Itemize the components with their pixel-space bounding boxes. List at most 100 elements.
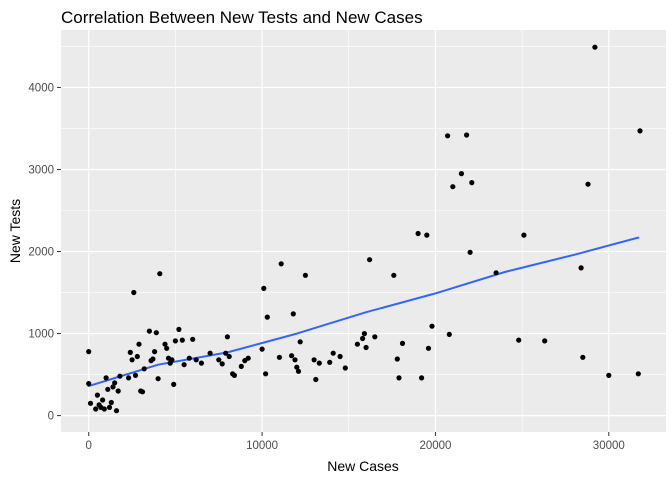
data-point	[86, 381, 92, 387]
data-point	[152, 349, 158, 355]
data-point	[354, 341, 360, 347]
data-point	[367, 257, 373, 263]
data-point	[105, 386, 111, 392]
data-point	[391, 272, 397, 278]
data-point	[289, 353, 295, 359]
x-tick-label: 10000	[246, 440, 278, 452]
data-point	[580, 354, 586, 360]
data-point	[290, 311, 296, 317]
data-point	[193, 357, 199, 363]
trend-line	[87, 236, 640, 388]
x-tick-label: 30000	[593, 440, 625, 452]
data-point	[313, 376, 319, 383]
data-point	[363, 344, 369, 351]
data-point	[372, 334, 378, 340]
data-point	[446, 331, 452, 337]
data-point	[415, 230, 421, 237]
data-point	[261, 285, 267, 291]
data-point	[224, 334, 230, 340]
y-tick-label: 4000	[28, 82, 54, 94]
data-point	[169, 357, 175, 363]
data-point	[162, 341, 168, 347]
data-point	[295, 368, 302, 374]
data-point	[126, 375, 132, 381]
data-point	[103, 375, 109, 381]
data-point	[141, 366, 147, 372]
axes: 0 10000 20000 30000 0 1000 2000 3000 4000	[28, 82, 624, 452]
data-point	[458, 171, 464, 177]
data-point	[179, 337, 185, 343]
data-point	[113, 408, 120, 414]
data-point	[176, 326, 182, 332]
data-point	[171, 381, 177, 387]
data-point	[117, 373, 123, 379]
y-axis-title: New Tests	[7, 199, 23, 263]
data-point	[219, 361, 225, 367]
data-point	[316, 360, 322, 366]
data-point	[464, 132, 470, 138]
data-point	[155, 376, 161, 382]
data-point	[292, 357, 298, 363]
data-point	[294, 364, 300, 370]
data-point	[108, 399, 114, 406]
data-point	[139, 389, 146, 395]
data-point	[136, 341, 142, 347]
data-point	[330, 350, 336, 356]
data-point	[112, 380, 118, 386]
data-point	[635, 371, 641, 377]
data-point	[297, 339, 303, 345]
data-point	[361, 331, 367, 337]
data-point	[186, 355, 192, 361]
x-axis-title: New Cases	[327, 458, 399, 474]
data-point	[263, 371, 269, 377]
data-point	[578, 265, 584, 271]
plot-panel	[61, 30, 666, 432]
data-point	[424, 232, 430, 238]
data-point	[606, 372, 612, 378]
data-point	[190, 336, 196, 342]
data-point	[127, 349, 133, 355]
data-point	[181, 362, 187, 368]
data-point	[429, 323, 435, 329]
data-point	[226, 353, 232, 360]
data-point	[223, 350, 229, 356]
data-point	[100, 397, 106, 403]
data-point	[245, 355, 251, 361]
data-point	[396, 375, 402, 381]
data-point	[134, 353, 140, 360]
trend-layer	[87, 236, 640, 388]
data-point	[115, 388, 121, 394]
data-point	[467, 249, 473, 255]
data-point	[106, 404, 113, 410]
data-point	[302, 272, 308, 278]
data-point	[93, 406, 99, 412]
data-point	[337, 353, 343, 360]
data-point	[146, 328, 152, 334]
data-point	[399, 340, 406, 346]
x-tick-label: 20000	[419, 440, 451, 452]
data-point	[342, 365, 348, 371]
y-tick-label: 2000	[28, 247, 54, 259]
data-point	[86, 349, 92, 355]
data-point	[450, 184, 456, 190]
data-point	[469, 180, 475, 186]
data-point	[276, 354, 282, 360]
data-point	[516, 337, 522, 343]
data-point	[425, 345, 432, 351]
data-point	[150, 356, 156, 362]
data-point	[311, 357, 317, 363]
data-point	[592, 44, 598, 50]
data-point	[259, 346, 265, 352]
data-point	[445, 133, 451, 139]
chart-title: Correlation Between New Tests and New Ca…	[61, 8, 423, 27]
data-point	[198, 360, 204, 366]
data-point	[153, 330, 159, 336]
data-point	[87, 400, 94, 406]
data-point	[278, 261, 284, 267]
data-point	[132, 372, 139, 378]
data-point	[101, 406, 107, 412]
data-point	[493, 270, 499, 276]
data-point	[94, 392, 100, 398]
points-layer	[86, 44, 643, 414]
